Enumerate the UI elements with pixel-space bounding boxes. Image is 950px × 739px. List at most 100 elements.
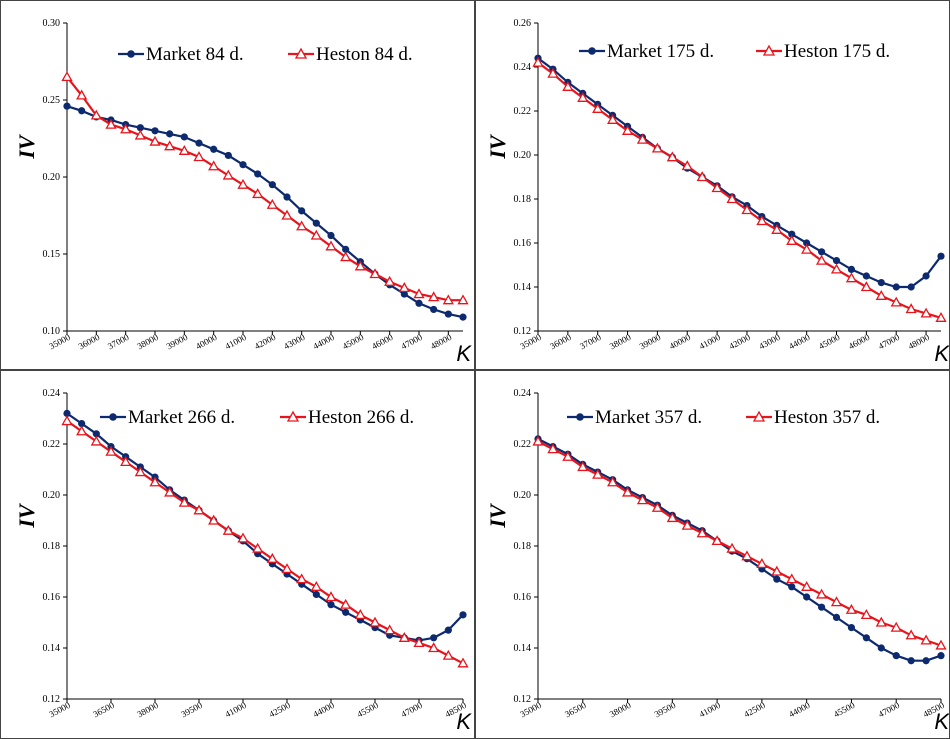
data-point	[105, 118, 117, 129]
data-point	[890, 621, 902, 632]
data-point	[327, 601, 335, 609]
x-tick-label: 37000	[578, 332, 603, 352]
data-point	[92, 430, 100, 438]
legend-label: Market 357 d.	[595, 407, 702, 428]
y-tick-label: 0.16	[43, 592, 61, 603]
x-tick-label: 38000	[608, 332, 633, 352]
data-point	[342, 245, 350, 253]
x-tick-label: 39500	[653, 700, 678, 720]
x-tick-label: 44000	[311, 332, 336, 352]
data-point	[607, 476, 619, 487]
data-point	[771, 223, 783, 234]
data-point	[907, 657, 915, 665]
data-point	[741, 550, 753, 561]
data-point	[457, 294, 469, 305]
x-axis-label: K	[456, 709, 472, 734]
data-point	[296, 220, 308, 231]
data-point	[428, 642, 440, 653]
data-point	[459, 611, 467, 619]
data-point	[621, 486, 634, 497]
data-point	[832, 613, 841, 621]
x-tick-label: 42000	[727, 332, 752, 352]
data-point	[76, 425, 88, 436]
x-tick-label: 41000	[697, 700, 722, 720]
data-point	[193, 504, 205, 515]
data-point	[905, 629, 917, 640]
y-tick-label: 0.14	[43, 643, 61, 654]
y-tick-label: 0.20	[514, 490, 532, 501]
legend-marker	[109, 413, 117, 421]
data-point	[830, 263, 843, 274]
data-point	[164, 140, 176, 151]
series-line	[537, 57, 942, 289]
legend-marker	[294, 47, 308, 59]
x-axis-label: K	[934, 341, 949, 366]
x-tick-label: 41000	[223, 700, 248, 720]
data-point	[166, 130, 174, 138]
data-point	[681, 160, 693, 171]
data-point	[532, 435, 544, 446]
data-point	[222, 524, 234, 535]
data-point	[788, 583, 796, 591]
x-tick-label: 39000	[165, 332, 190, 352]
data-point	[860, 281, 872, 292]
data-point	[413, 637, 425, 648]
data-point	[711, 535, 723, 546]
y-tick-label: 0.22	[514, 439, 532, 450]
data-point	[283, 193, 291, 201]
data-point	[922, 657, 930, 665]
data-point	[756, 215, 768, 226]
data-point	[63, 102, 71, 110]
data-point	[815, 588, 828, 599]
data-point	[398, 631, 410, 642]
data-point	[442, 294, 454, 305]
x-tick-label: 47000	[399, 332, 424, 352]
data-point	[773, 575, 781, 583]
y-tick-label: 0.24	[514, 62, 532, 73]
data-point	[726, 193, 738, 204]
data-point	[78, 107, 86, 115]
data-point	[444, 310, 452, 318]
y-tick-label: 0.14	[514, 643, 532, 654]
x-tick-label: 47000	[399, 700, 424, 720]
data-point	[801, 580, 813, 591]
y-tick-label: 0.22	[43, 439, 61, 450]
x-tick-label: 44000	[311, 700, 336, 720]
y-tick-label: 0.25	[43, 95, 61, 106]
data-point	[532, 56, 544, 67]
data-point	[415, 299, 423, 307]
data-point	[178, 496, 190, 507]
x-tick-label: 36500	[91, 700, 116, 720]
data-point	[340, 598, 352, 609]
y-tick-label: 0.10	[43, 326, 61, 337]
data-point	[666, 151, 678, 162]
y-tick-label: 0.20	[43, 172, 61, 183]
x-tick-label: 38000	[135, 332, 160, 352]
data-point	[90, 109, 102, 120]
data-point	[149, 135, 161, 146]
data-point	[803, 593, 811, 601]
data-point	[621, 124, 634, 135]
y-axis-label: IV	[14, 133, 39, 160]
series-line	[66, 105, 464, 319]
y-axis-label: IV	[485, 133, 510, 160]
data-point	[266, 198, 278, 209]
data-point	[78, 420, 86, 428]
chart-panel-175d: 0.12 0.14 0.16 0.18 0.20 0.22 0.24 0.26 35000 360…	[475, 0, 950, 370]
y-tick-label: 0.18	[514, 541, 532, 552]
data-point	[136, 124, 144, 132]
data-point	[922, 272, 930, 280]
data-point	[817, 248, 826, 256]
data-point	[890, 296, 902, 307]
data-point	[134, 466, 146, 477]
data-point	[384, 275, 396, 286]
data-point	[786, 573, 798, 584]
data-point	[384, 624, 396, 635]
data-point	[937, 652, 945, 660]
legend-label: Market 84 d.	[146, 44, 244, 65]
x-tick-label: 47000	[877, 332, 902, 352]
data-point	[310, 229, 322, 240]
y-tick-label: 0.16	[514, 592, 532, 603]
data-point	[254, 170, 262, 178]
